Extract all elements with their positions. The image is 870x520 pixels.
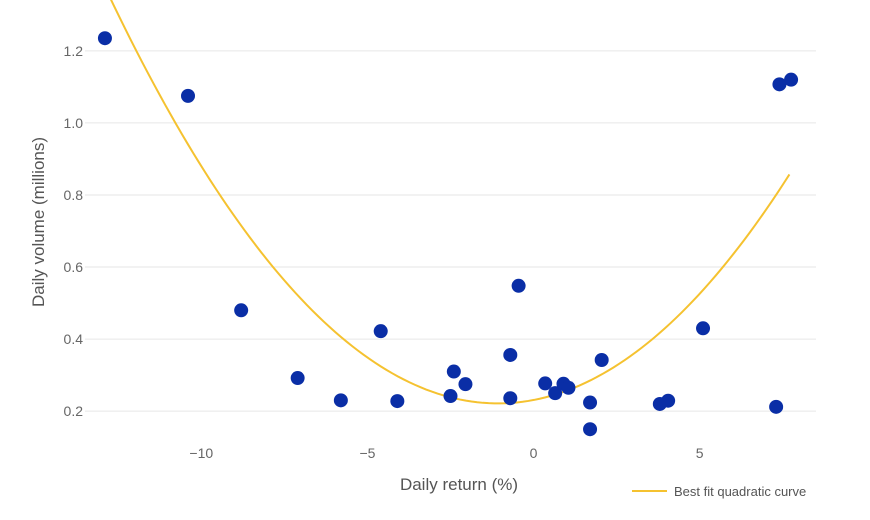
gridlines [85, 50, 816, 412]
data-point [769, 399, 784, 414]
legend: Best fit quadratic curve [632, 484, 806, 499]
x-axis-ticks: −10 −5 0 5 [189, 445, 703, 461]
x-tick-label: −10 [189, 445, 213, 461]
data-point [511, 278, 526, 293]
data-point [561, 380, 576, 395]
data-point [538, 376, 553, 391]
data-point [772, 77, 787, 92]
x-tick-label: −5 [359, 445, 375, 461]
data-point [443, 389, 458, 404]
data-point [390, 394, 405, 409]
data-point [97, 31, 112, 46]
data-points [97, 31, 799, 437]
y-axis-ticks: 0.2 0.4 0.6 0.8 1.0 1.2 [64, 43, 84, 419]
y-tick-label: 0.4 [64, 331, 84, 347]
y-tick-label: 0.8 [64, 187, 84, 203]
data-point [661, 393, 676, 408]
y-tick-label: 0.6 [64, 259, 84, 275]
data-point [696, 321, 711, 336]
data-point [373, 324, 388, 339]
data-point [503, 391, 518, 406]
legend-label-best-fit: Best fit quadratic curve [674, 484, 806, 499]
best-fit-curve [110, 0, 791, 405]
data-point [458, 377, 473, 392]
data-point [181, 88, 196, 103]
data-point [594, 353, 609, 368]
x-tick-label: 0 [530, 445, 538, 461]
fit-curve-layer [110, 0, 791, 405]
data-point [548, 386, 563, 401]
data-point [446, 364, 461, 379]
y-tick-label: 1.0 [64, 115, 84, 131]
y-axis-title: Daily volume (millions) [29, 137, 48, 307]
data-point [290, 371, 305, 386]
data-point [784, 72, 799, 87]
y-tick-label: 0.2 [64, 403, 84, 419]
data-point [503, 347, 518, 362]
y-tick-label: 1.2 [64, 43, 84, 59]
x-axis-title: Daily return (%) [400, 475, 518, 494]
data-point [583, 422, 598, 437]
data-point [333, 393, 348, 408]
data-point [234, 303, 249, 318]
x-tick-label: 5 [696, 445, 704, 461]
data-point [583, 395, 598, 410]
